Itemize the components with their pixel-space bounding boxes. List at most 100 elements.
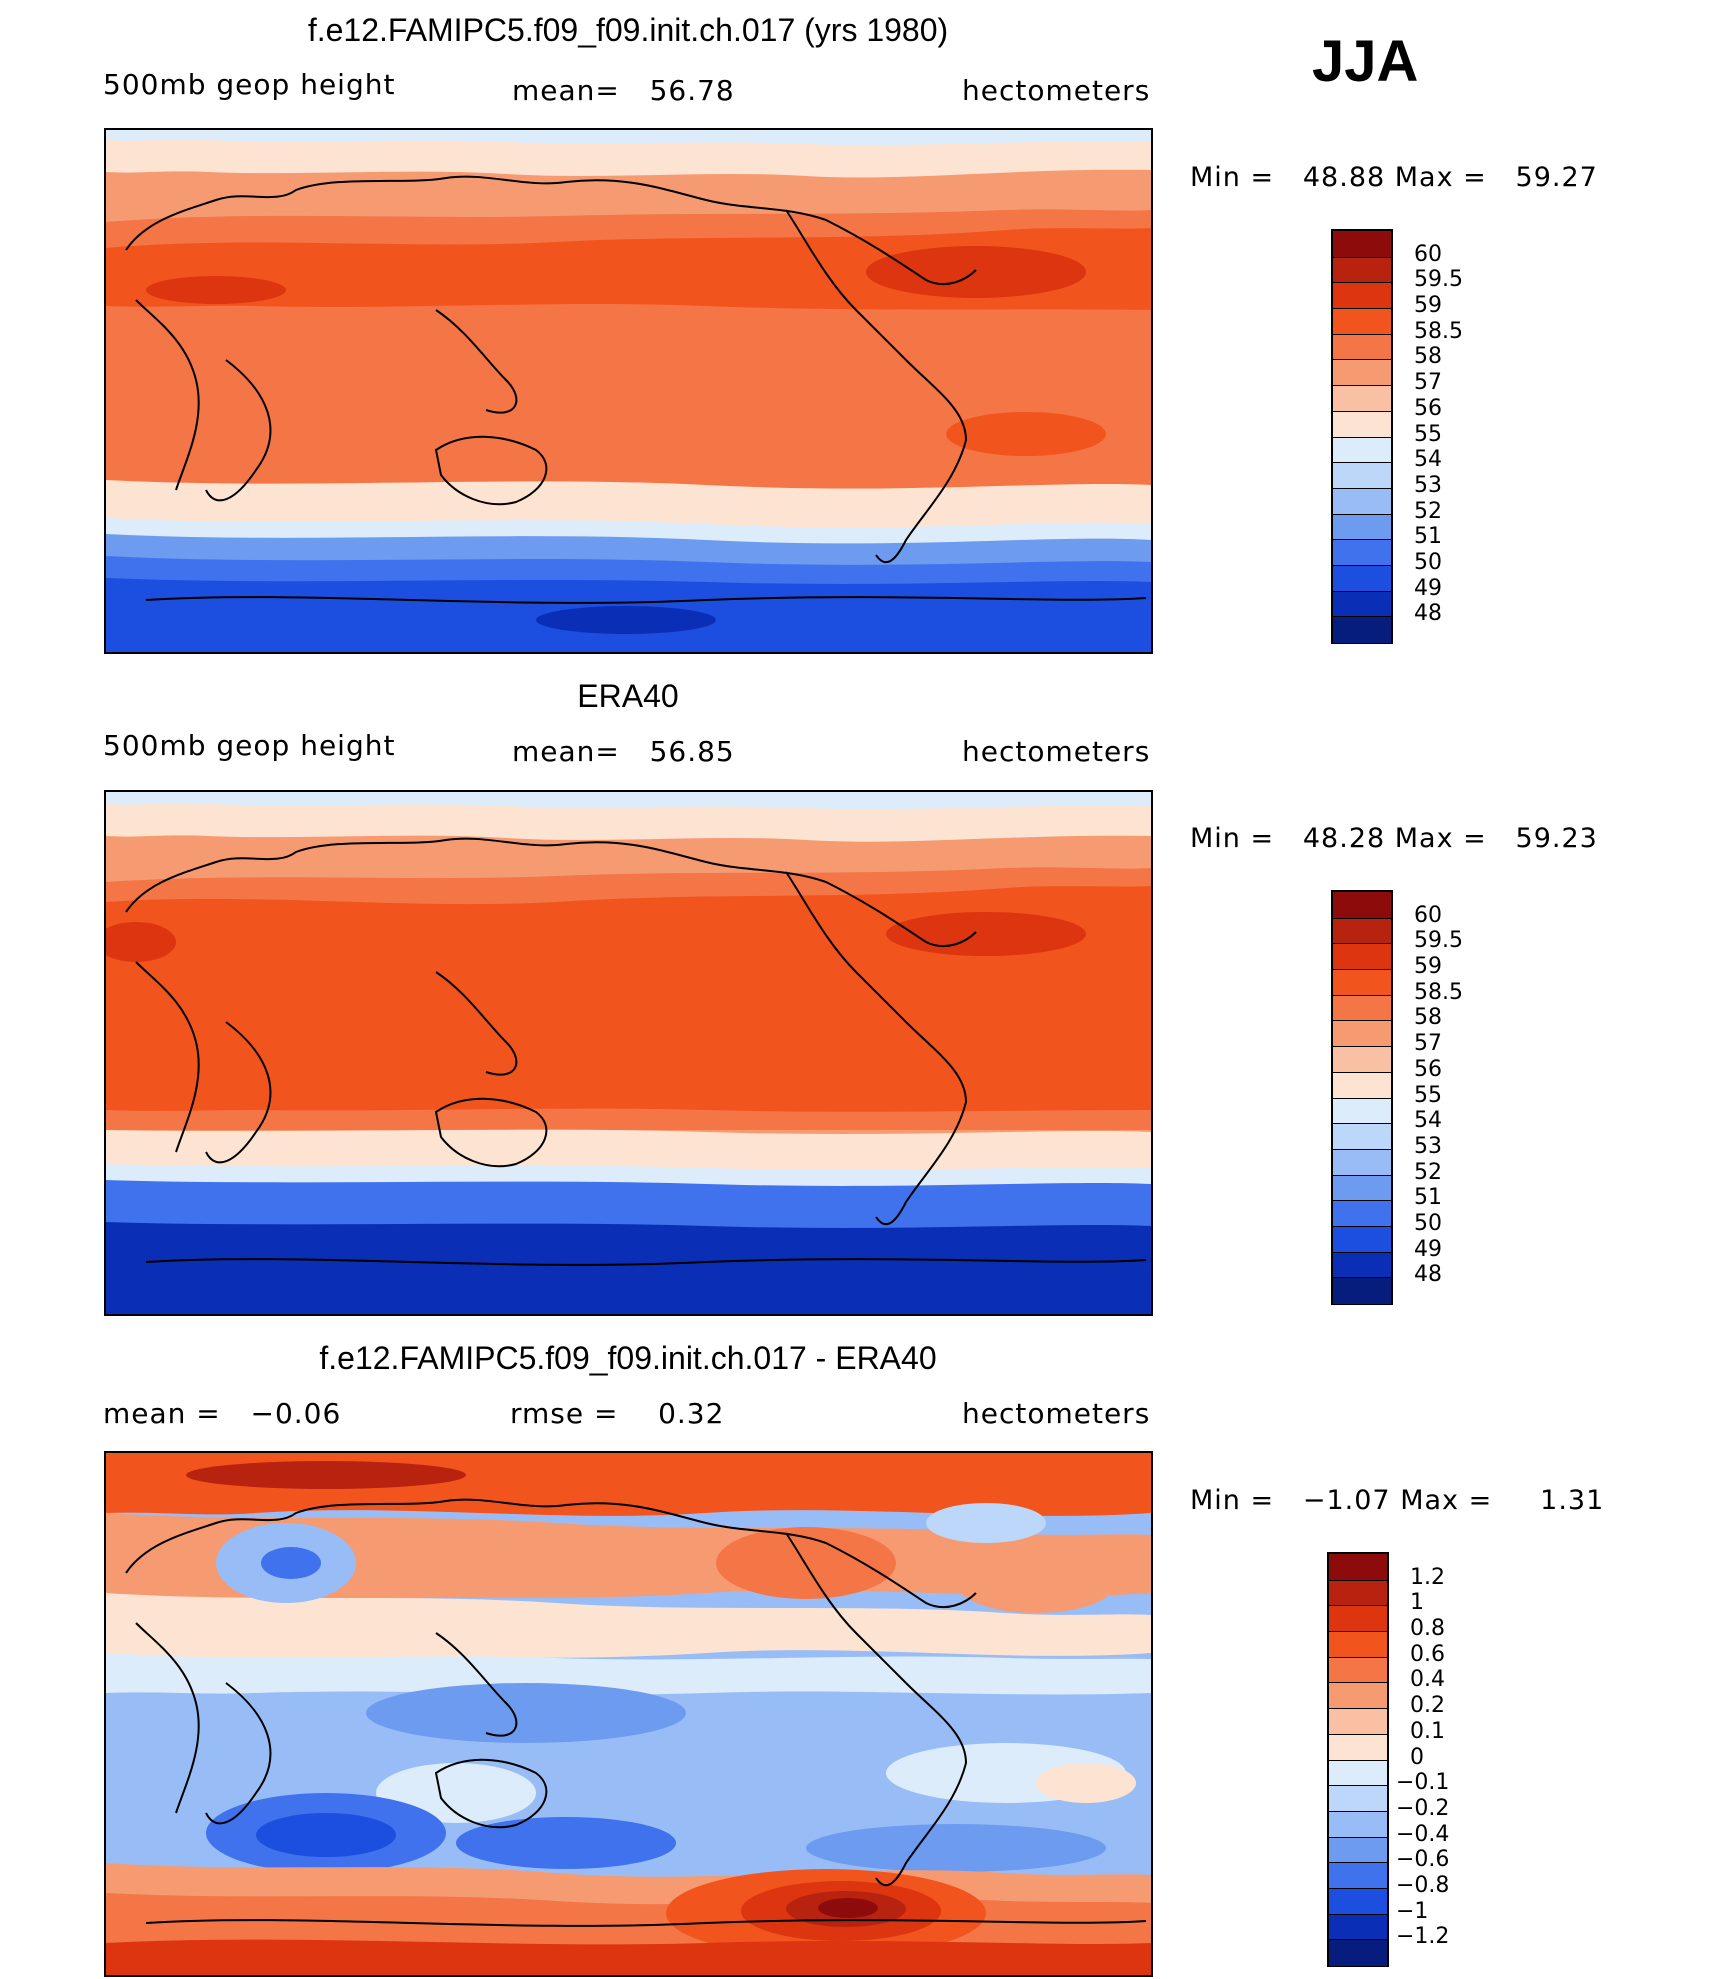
panel-2-min-label: Min = <box>1190 823 1275 854</box>
colorbar-swatch <box>1329 1939 1387 1966</box>
colorbar-tick-label: 49 <box>1414 575 1442 601</box>
colorbar-swatch <box>1333 1277 1391 1304</box>
colorbar-tick-label: 0.2 <box>1410 1693 1445 1719</box>
colorbar-swatch <box>1333 436 1391 464</box>
colorbar-tick-label: 53 <box>1414 472 1442 498</box>
panel-2-minmax: Min = 48.28 Max = 59.23 <box>1190 823 1598 854</box>
panel-3-max-label: Max = <box>1400 1485 1493 1516</box>
colorbar-tick-label: 49 <box>1414 1236 1442 1262</box>
colorbar-tick-label: −1.2 <box>1396 1924 1450 1950</box>
colorbar-tick-label: 55 <box>1414 1082 1442 1108</box>
panel-2-max-label: Max = <box>1394 823 1487 854</box>
colorbar-swatch <box>1333 616 1391 643</box>
colorbar-tick-label: 59 <box>1414 293 1442 319</box>
colorbar-swatch <box>1333 892 1391 919</box>
colorbar-swatch <box>1329 1631 1387 1658</box>
colorbar-tick-label: 0 <box>1410 1744 1424 1770</box>
panel-2-max-value: 59.23 <box>1515 823 1598 854</box>
colorbar-tick-label: −0.6 <box>1396 1847 1450 1873</box>
colorbar-swatch <box>1329 1682 1387 1710</box>
colorbar-tick-label: 55 <box>1414 421 1442 447</box>
colorbar-swatch <box>1333 410 1391 438</box>
colorbar-swatch <box>1333 1123 1391 1150</box>
colorbar-swatch <box>1333 282 1391 310</box>
panel-3-title: f.e12.FAMIPC5.f09_f09.init.ch.017 - ERA4… <box>319 1340 937 1376</box>
panel-3-coastlines <box>125 1498 1147 1927</box>
colorbar-tick-label: −0.1 <box>1396 1770 1450 1796</box>
colorbar-tick-label: 48 <box>1414 1262 1442 1288</box>
colorbar-tick-label: 50 <box>1414 549 1442 575</box>
colorbar-swatch <box>1329 1605 1387 1633</box>
colorbar-tick-label: −0.8 <box>1396 1872 1450 1898</box>
panel-2-colorbar <box>1331 890 1393 1305</box>
colorbar-swatch <box>1329 1862 1387 1889</box>
panel-1-max-label: Max = <box>1394 162 1487 193</box>
panel-1-max-value: 59.27 <box>1515 162 1598 193</box>
colorbar-swatch <box>1333 462 1391 489</box>
colorbar-tick-label: 52 <box>1414 1159 1442 1185</box>
panel-2-mean-label: mean= <box>512 735 620 768</box>
panel-3-rmse: rmse = 0.32 <box>510 1397 724 1430</box>
colorbar-tick-label: 53 <box>1414 1133 1442 1159</box>
colorbar-tick-label: 0.8 <box>1410 1616 1445 1642</box>
colorbar-swatch <box>1333 917 1391 945</box>
colorbar-tick-label: 54 <box>1414 1108 1442 1134</box>
panel-1-minmax: Min = 48.88 Max = 59.27 <box>1190 162 1598 193</box>
colorbar-swatch <box>1333 1174 1391 1202</box>
panel-1-colorbar <box>1331 229 1393 644</box>
colorbar-swatch <box>1329 1836 1387 1864</box>
panel-3-mean-value: −0.06 <box>250 1397 342 1430</box>
colorbar-swatch <box>1333 969 1391 996</box>
panel-3-minmax: Min = −1.07 Max = 1.31 <box>1190 1485 1604 1516</box>
colorbar-tick-label: −1 <box>1396 1898 1429 1924</box>
colorbar-tick-label: 52 <box>1414 498 1442 524</box>
panel-3-colorbar <box>1327 1552 1389 1967</box>
panel-1-min-label: Min = <box>1190 162 1275 193</box>
colorbar-tick-label: 56 <box>1414 1056 1442 1082</box>
colorbar-swatch <box>1333 1148 1391 1176</box>
panel-1-min-value: 48.88 <box>1302 162 1386 193</box>
colorbar-swatch <box>1333 1020 1391 1048</box>
colorbar-swatch <box>1333 308 1391 335</box>
colorbar-tick-label: −0.2 <box>1396 1795 1450 1821</box>
colorbar-swatch <box>1333 539 1391 566</box>
colorbar-swatch <box>1329 1733 1387 1761</box>
panel-2-variable-label: 500mb geop height <box>103 729 396 762</box>
colorbar-swatch <box>1333 359 1391 387</box>
colorbar-tick-label: 57 <box>1414 370 1442 396</box>
panel-2-units: hectometers <box>962 735 1151 768</box>
panel-1-title: f.e12.FAMIPC5.f09_f09.init.ch.017 (yrs 1… <box>307 12 949 48</box>
colorbar-tick-label: 50 <box>1414 1210 1442 1236</box>
colorbar-swatch <box>1333 487 1391 515</box>
colorbar-tick-label: 58.5 <box>1414 318 1463 344</box>
panel-1-colorbar-ticks: 60 59.5 59 58.5 58 57 56 55 54 53 52 51 50 49 48 <box>1400 229 1500 644</box>
panel-3-units: hectometers <box>962 1397 1151 1430</box>
colorbar-tick-label: 48 <box>1414 601 1442 627</box>
panel-3-mean-label: mean = <box>103 1397 221 1430</box>
panel-1-mean: mean= 56.78 <box>512 74 735 107</box>
season-label: JJA <box>1312 29 1419 94</box>
panel-3-min-label: Min = <box>1190 1485 1275 1516</box>
panel-2-min-value: 48.28 <box>1302 823 1386 854</box>
colorbar-swatch <box>1333 513 1391 541</box>
panel-2-colorbar-ticks: 60 59.5 59 58.5 58 57 56 55 54 53 52 51 50 49 48 <box>1400 890 1500 1305</box>
panel-2-mean: mean= 56.85 <box>512 735 735 768</box>
panel-2-coastlines <box>125 837 1147 1266</box>
panel-2-contour-field <box>106 792 1151 1314</box>
colorbar-swatch <box>1333 231 1391 258</box>
colorbar-tick-label: 60 <box>1414 902 1442 928</box>
panel-1-mean-value: 56.78 <box>649 74 735 107</box>
panel-3-rmse-label: rmse = <box>510 1397 619 1430</box>
colorbar-tick-label: 58 <box>1414 344 1442 370</box>
panel-1-coastlines <box>125 175 1147 604</box>
colorbar-swatch <box>1329 1887 1387 1915</box>
colorbar-swatch <box>1329 1785 1387 1812</box>
colorbar-swatch <box>1333 1251 1391 1279</box>
panel-3-contour-field <box>106 1453 1151 1975</box>
colorbar-swatch <box>1333 333 1391 361</box>
panel-1-units: hectometers <box>962 74 1151 107</box>
panel-2-map <box>104 790 1153 1316</box>
colorbar-tick-label: 60 <box>1414 241 1442 267</box>
panel-3-min-value: −1.07 <box>1302 1485 1391 1516</box>
colorbar-swatch <box>1333 256 1391 284</box>
